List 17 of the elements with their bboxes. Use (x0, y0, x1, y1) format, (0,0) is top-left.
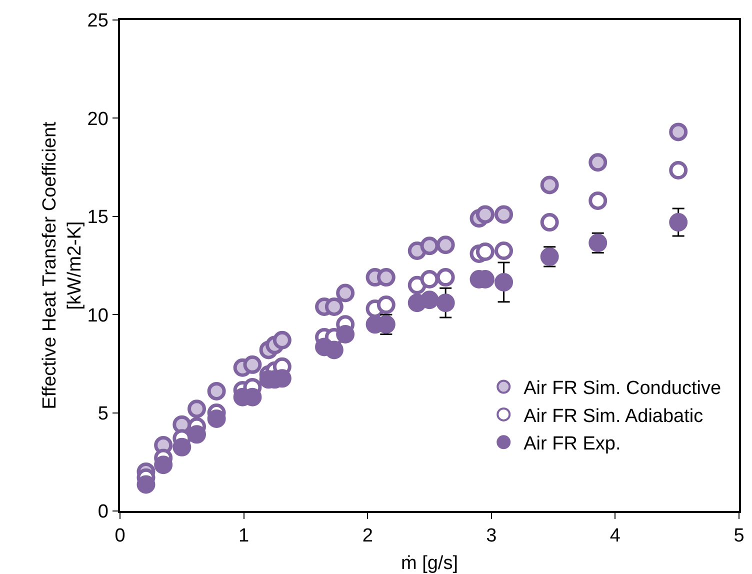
x-tick-label: 0 (114, 526, 126, 547)
y-tick-label: 5 (98, 403, 108, 424)
y-tick-label: 0 (98, 502, 108, 523)
x-axis-title: ṁ [g/s] (400, 553, 458, 574)
legend-label: Air FR Sim. Conductive (524, 378, 722, 400)
y-tick-label: 15 (87, 207, 108, 228)
x-tick-label: 4 (610, 526, 621, 547)
x-tick-label: 3 (486, 526, 497, 547)
legend-label: Air FR Exp. (524, 434, 621, 455)
legend-label: Air FR Sim. Adiabatic (524, 406, 704, 427)
y-tick-label: 20 (87, 108, 108, 130)
x-tick-label: 5 (734, 526, 744, 547)
y-axis-title: Effective Heat Transfer Coefficient [kW/m2-K] (40, 120, 86, 410)
y-tick-label: 25 (87, 10, 108, 32)
y-tick-label: 10 (87, 305, 108, 326)
x-tick-label: 2 (362, 526, 373, 547)
x-tick-label: 1 (238, 526, 250, 547)
